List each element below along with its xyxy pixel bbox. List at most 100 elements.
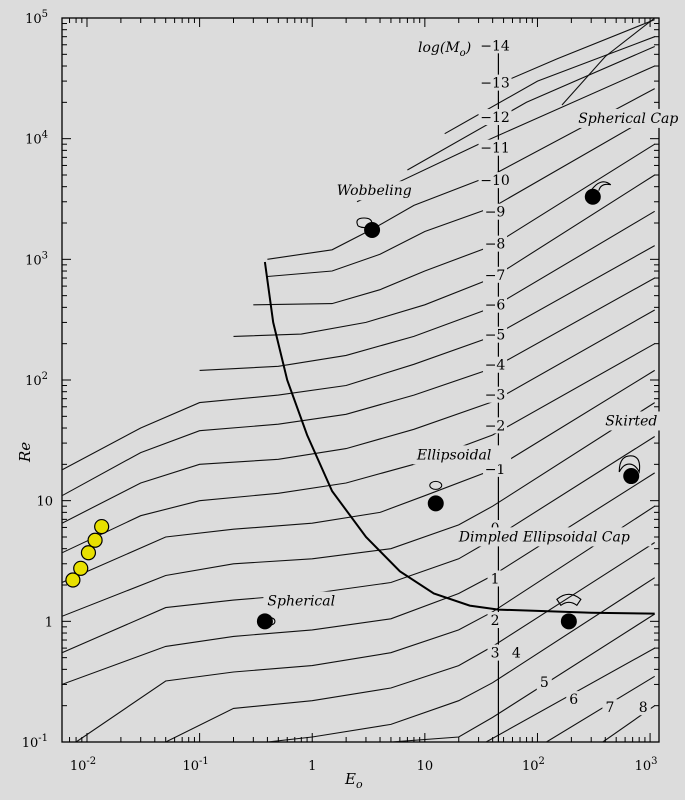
yellow-data-point bbox=[94, 518, 110, 535]
morton-label: −2 bbox=[485, 418, 506, 434]
yellow-data-point bbox=[73, 560, 89, 576]
morton-labels-group: −14−13−12−11−10−9−8−7−6−5−4−3−2−10123456… bbox=[478, 37, 651, 716]
morton-label: 1 bbox=[491, 571, 500, 587]
morton-line-9 bbox=[546, 675, 655, 742]
yellow-data-point bbox=[65, 572, 81, 588]
morton-label-bg bbox=[483, 296, 508, 313]
morton-line--8 bbox=[267, 113, 655, 278]
axis-ticks-group: 10-2 10-1 1 10 102 103 10-1 1 10 102 103 104 105 bbox=[22, 9, 659, 774]
morton-label: −3 bbox=[485, 388, 506, 404]
morton-line--7 bbox=[253, 143, 655, 306]
morton-label-bg bbox=[635, 699, 651, 716]
morton-label-bg bbox=[566, 691, 582, 708]
region-label: Skirted bbox=[605, 413, 657, 429]
morton-label: −10 bbox=[480, 173, 510, 189]
region-label-bg bbox=[332, 181, 415, 201]
x-tick-label: 10 bbox=[417, 759, 434, 774]
morton-label: −9 bbox=[485, 205, 506, 221]
x-tick-label: 10-1 bbox=[182, 756, 208, 774]
spherical-boundary bbox=[263, 261, 655, 615]
region-label: Dimpled Ellipsoidal Cap bbox=[458, 529, 630, 545]
region-label-bg bbox=[412, 445, 512, 465]
region-label: Wobbeling bbox=[337, 183, 412, 199]
bubble-marker-dimple bbox=[556, 593, 582, 630]
y-tick-label: 103 bbox=[25, 250, 48, 268]
morton-label-bg bbox=[483, 417, 508, 434]
morton-line--2 bbox=[62, 309, 655, 524]
bubble-marker-skirt bbox=[618, 455, 641, 485]
morton-line--13 bbox=[492, 19, 655, 88]
y-axis-label: Re bbox=[16, 442, 34, 463]
region-label-bg bbox=[454, 527, 652, 547]
morton-label-bg bbox=[478, 74, 512, 91]
y-tick-label: 1 bbox=[45, 615, 53, 630]
morton-label-bg bbox=[483, 356, 508, 373]
morton-label: 5 bbox=[540, 675, 549, 691]
morton-label: −6 bbox=[485, 298, 506, 314]
morton-label-bg bbox=[478, 172, 512, 189]
morton-label: −12 bbox=[480, 110, 510, 126]
morton-line-6 bbox=[267, 577, 655, 742]
yellow-points-group bbox=[65, 518, 110, 588]
morton-label-bg bbox=[508, 644, 524, 661]
region-label-bg bbox=[601, 411, 667, 431]
morton-label-bg bbox=[483, 235, 508, 252]
morton-label-bg bbox=[483, 460, 508, 477]
bubble-markers-group bbox=[256, 181, 641, 630]
y-tick-label: 102 bbox=[25, 371, 48, 389]
morton-label: 7 bbox=[605, 700, 614, 716]
morton-lines-group bbox=[62, 18, 656, 742]
bubble-marker-wobble bbox=[356, 217, 381, 239]
y-tick-label: 10 bbox=[36, 495, 53, 510]
morton-label-bg bbox=[478, 139, 512, 156]
morton-line--5 bbox=[199, 210, 655, 371]
bubble-marker-cap bbox=[584, 181, 612, 205]
region-label-bg bbox=[263, 591, 346, 611]
morton-line--4 bbox=[62, 245, 655, 471]
x-tick-label: 10-2 bbox=[70, 756, 96, 774]
x-tick-label: 103 bbox=[635, 756, 658, 774]
morton-label: 3 bbox=[491, 646, 500, 662]
morton-label: −14 bbox=[480, 38, 510, 54]
morton-label: −7 bbox=[485, 268, 506, 284]
region-label: Spherical bbox=[267, 594, 335, 610]
region-label: Spherical Cap bbox=[578, 111, 678, 127]
morton-label-bg bbox=[487, 612, 503, 629]
morton-label: 6 bbox=[569, 692, 578, 708]
x-axis-label: Eo bbox=[344, 770, 363, 791]
bubble-marker-ellipse bbox=[427, 480, 444, 512]
morton-label: 2 bbox=[491, 613, 500, 629]
morton-label-bg bbox=[602, 699, 618, 716]
morton-label: −13 bbox=[480, 76, 510, 92]
morton-label-bg bbox=[483, 203, 508, 220]
x-tick-label: 102 bbox=[522, 756, 545, 774]
morton-label-bg bbox=[478, 109, 512, 126]
morton-line--6 bbox=[233, 174, 655, 337]
morton-label-bg bbox=[478, 37, 512, 54]
morton-label: 4 bbox=[512, 646, 521, 662]
morton-line-4 bbox=[75, 505, 656, 742]
morton-label-bg bbox=[483, 386, 508, 403]
plot-area bbox=[61, 17, 660, 743]
y-tick-label: 105 bbox=[25, 9, 48, 27]
morton-label-bg bbox=[483, 326, 508, 343]
morton-label-bg bbox=[487, 644, 503, 661]
region-label: Ellipsoidal bbox=[416, 447, 492, 463]
morton-line-1 bbox=[62, 402, 655, 617]
morton-line--12 bbox=[444, 36, 655, 135]
morton-label: −1 bbox=[485, 462, 506, 478]
morton-label-bg bbox=[487, 570, 503, 587]
yellow-data-point bbox=[87, 532, 103, 548]
morton-line--11 bbox=[407, 45, 655, 171]
morton-label: −4 bbox=[485, 358, 506, 374]
bubble-marker-sphere bbox=[256, 613, 276, 630]
y-tick-label: 10-1 bbox=[22, 733, 48, 751]
morton-label-bg bbox=[536, 674, 552, 691]
yellow-data-point bbox=[80, 545, 97, 561]
morton-line--1 bbox=[62, 343, 655, 554]
morton-line-3 bbox=[62, 472, 655, 685]
morton-line-0 bbox=[62, 369, 655, 584]
morton-line--14 bbox=[561, 18, 656, 106]
morton-label: 8 bbox=[639, 700, 648, 716]
